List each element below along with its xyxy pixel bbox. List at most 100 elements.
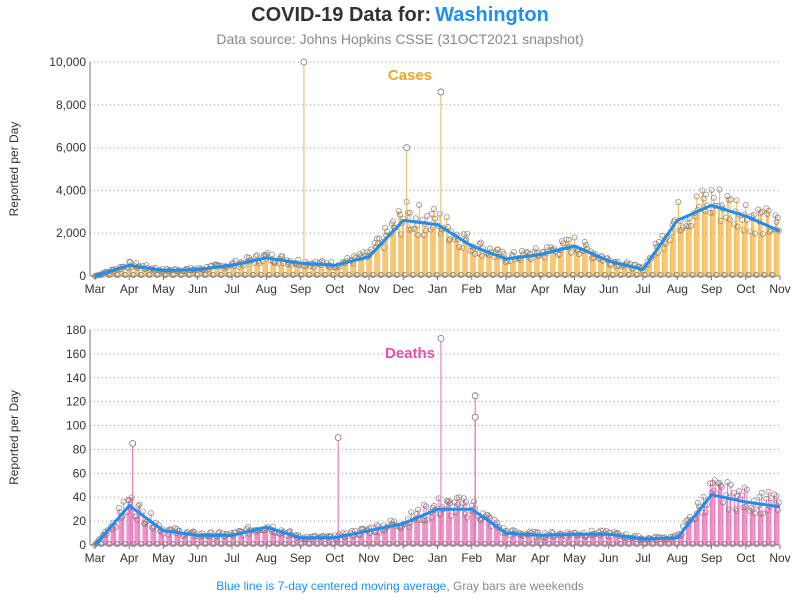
- cases-bar: [624, 264, 626, 276]
- deaths-bar: [368, 528, 370, 545]
- deaths-bar: [730, 484, 732, 545]
- deaths-bar: [270, 529, 272, 545]
- cases-bar: [312, 263, 314, 276]
- cases-bar: [416, 225, 418, 276]
- cases-bar: [568, 239, 570, 276]
- deaths-bar: [128, 500, 130, 545]
- deaths-bar: [641, 538, 643, 545]
- deaths-bar: [257, 530, 259, 545]
- cases-bar: [738, 214, 740, 276]
- deaths-bar: [488, 516, 490, 545]
- cases-point: [568, 249, 575, 256]
- cases-bar: [544, 257, 546, 276]
- deaths-bar: [343, 536, 345, 545]
- cases-point: [571, 234, 578, 241]
- cases-bar: [401, 223, 403, 276]
- deaths-bar: [695, 518, 697, 545]
- cases-bar: [447, 226, 449, 276]
- cases-bar: [506, 260, 508, 276]
- deaths-bar: [743, 507, 745, 545]
- cases-bar: [345, 261, 347, 276]
- deaths-bar: [400, 527, 402, 545]
- deaths-bar: [184, 534, 186, 545]
- deaths-bar: [238, 530, 240, 545]
- deaths-bar: [136, 519, 138, 545]
- deaths-bar: [721, 486, 723, 545]
- cases-bar: [337, 265, 339, 276]
- cases-bar: [722, 208, 724, 276]
- deaths-bar: [111, 529, 113, 545]
- deaths-bar: [434, 509, 436, 545]
- cases-bar: [760, 213, 762, 276]
- deaths-xtick-label: Dec: [393, 551, 414, 565]
- cases-bar: [706, 205, 708, 276]
- deaths-bar: [231, 534, 233, 545]
- cases-peak-point: [403, 144, 411, 152]
- cases-bar: [454, 239, 456, 276]
- cases-bar: [583, 251, 585, 276]
- cases-bar: [591, 258, 593, 276]
- cases-point: [532, 245, 539, 252]
- deaths-bar: [558, 535, 560, 545]
- cases-xtick-label: Sep: [701, 282, 723, 296]
- deaths-bar: [446, 500, 448, 545]
- deaths-bar: [689, 516, 691, 545]
- cases-bar: [502, 251, 504, 276]
- deaths-bar: [230, 533, 232, 545]
- deaths-bar: [240, 531, 242, 545]
- deaths-bar: [375, 531, 377, 545]
- deaths-bar: [290, 535, 292, 545]
- cases-point: [693, 193, 700, 200]
- deaths-bar: [318, 538, 320, 545]
- cases-bar: [473, 247, 475, 276]
- deaths-bar: [543, 537, 545, 545]
- cases-bar: [190, 267, 192, 276]
- deaths-ytick-label: 160: [66, 347, 86, 361]
- deaths-bar: [392, 524, 394, 545]
- deaths-bar: [286, 535, 288, 545]
- cases-bar: [257, 261, 259, 276]
- cases-bar: [224, 266, 226, 276]
- cases-bar: [199, 269, 201, 276]
- cases-bar: [383, 248, 385, 276]
- cases-bar: [554, 251, 556, 276]
- deaths-bar: [591, 530, 593, 545]
- deaths-bar: [425, 506, 427, 545]
- cases-bar: [464, 240, 466, 276]
- deaths-bar: [762, 513, 764, 545]
- deaths-point: [743, 486, 750, 493]
- cases-bar: [274, 262, 276, 276]
- deaths-bar: [518, 533, 520, 545]
- deaths-xtick-label: Jan: [428, 551, 447, 565]
- deaths-bar: [102, 534, 104, 545]
- cases-bar: [752, 218, 754, 276]
- cases-bar: [745, 204, 747, 276]
- deaths-bar: [584, 536, 586, 545]
- deaths-bar: [685, 521, 687, 545]
- cases-bar: [402, 218, 404, 276]
- deaths-point: [456, 494, 463, 501]
- deaths-bar: [115, 527, 117, 545]
- cases-bar: [233, 265, 235, 276]
- cases-bar: [598, 257, 600, 276]
- cases-bar: [696, 196, 698, 276]
- cases-bar: [754, 233, 756, 276]
- cases-bar: [504, 258, 506, 276]
- cases-point: [479, 253, 485, 259]
- deaths-bar: [778, 502, 780, 545]
- cases-bar: [393, 227, 395, 276]
- cases-point: [390, 218, 396, 225]
- deaths-xtick-label: Oct: [325, 551, 344, 565]
- deaths-bar: [167, 534, 169, 545]
- cases-ytick-label: 6,000: [56, 141, 86, 155]
- cases-bar: [302, 265, 304, 276]
- deaths-bar: [232, 535, 234, 545]
- deaths-ytick-label: 100: [66, 419, 86, 433]
- cases-bar: [246, 257, 248, 276]
- cases-point: [396, 211, 403, 218]
- deaths-bar: [482, 513, 484, 545]
- deaths-bar: [182, 536, 184, 545]
- deaths-ylabel: Reported per Day: [7, 390, 21, 485]
- cases-bar: [558, 255, 560, 276]
- deaths-bar: [744, 487, 746, 545]
